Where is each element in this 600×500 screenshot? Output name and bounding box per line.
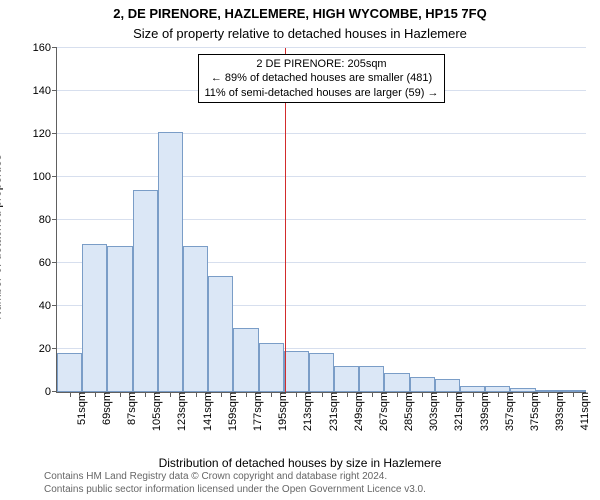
x-tick bbox=[196, 392, 197, 397]
x-tick-label: 411sqm bbox=[577, 392, 591, 430]
histogram-bar bbox=[57, 353, 82, 392]
x-axis-label: Distribution of detached houses by size … bbox=[0, 456, 600, 470]
histogram-bar bbox=[284, 351, 309, 392]
x-tick-label: 231sqm bbox=[326, 392, 340, 431]
x-tick bbox=[271, 392, 272, 397]
x-tick bbox=[120, 392, 121, 397]
x-tick-label: 213sqm bbox=[300, 392, 314, 431]
x-tick-label: 141sqm bbox=[200, 392, 214, 431]
x-tick bbox=[523, 392, 524, 397]
x-tick bbox=[573, 392, 574, 397]
x-tick-label: 159sqm bbox=[225, 392, 239, 431]
x-tick bbox=[296, 392, 297, 397]
x-tick bbox=[322, 392, 323, 397]
histogram-bar bbox=[435, 379, 460, 392]
callout-line2: ← 89% of detached houses are smaller (48… bbox=[205, 71, 439, 85]
histogram-bar bbox=[183, 246, 208, 392]
x-tick bbox=[95, 392, 96, 397]
footnote: Contains HM Land Registry data © Crown c… bbox=[44, 471, 426, 496]
y-tick-label: 0 bbox=[45, 386, 57, 398]
x-tick-label: 195sqm bbox=[275, 392, 289, 431]
x-tick bbox=[447, 392, 448, 397]
histogram-bar bbox=[82, 244, 107, 392]
histogram-bar bbox=[133, 190, 158, 392]
x-tick bbox=[246, 392, 247, 397]
y-tick-label: 20 bbox=[39, 343, 57, 355]
x-tick-label: 267sqm bbox=[376, 392, 390, 431]
x-tick bbox=[397, 392, 398, 397]
x-tick-label: 105sqm bbox=[149, 392, 163, 431]
x-tick-label: 69sqm bbox=[99, 392, 113, 425]
chart-subtitle: Size of property relative to detached ho… bbox=[0, 26, 600, 41]
x-tick-label: 357sqm bbox=[502, 392, 516, 431]
histogram-bar bbox=[309, 353, 334, 392]
x-tick bbox=[170, 392, 171, 397]
callout-line3: 11% of semi-detached houses are larger (… bbox=[205, 86, 439, 100]
histogram-bar bbox=[259, 343, 284, 392]
x-tick bbox=[145, 392, 146, 397]
x-tick-label: 249sqm bbox=[351, 392, 365, 431]
x-tick bbox=[221, 392, 222, 397]
callout-box: 2 DE PIRENORE: 205sqm ← 89% of detached … bbox=[198, 54, 446, 103]
x-tick bbox=[473, 392, 474, 397]
x-tick bbox=[498, 392, 499, 397]
y-axis-label-text: Number of detached properties bbox=[0, 154, 4, 319]
histogram-bar bbox=[208, 276, 233, 392]
gridline bbox=[57, 47, 586, 48]
x-tick-label: 375sqm bbox=[527, 392, 541, 431]
x-tick-label: 321sqm bbox=[451, 392, 465, 431]
histogram-bar bbox=[158, 132, 183, 392]
x-tick bbox=[70, 392, 71, 397]
footnote-line1: Contains HM Land Registry data © Crown c… bbox=[44, 471, 426, 484]
x-tick-label: 303sqm bbox=[426, 392, 440, 431]
chart-title: 2, DE PIRENORE, HAZLEMERE, HIGH WYCOMBE,… bbox=[0, 6, 600, 21]
gridline bbox=[57, 133, 586, 134]
y-tick-label: 40 bbox=[39, 300, 57, 312]
y-tick-label: 100 bbox=[33, 171, 57, 183]
histogram-bar bbox=[410, 377, 435, 392]
x-tick bbox=[548, 392, 549, 397]
x-tick-label: 87sqm bbox=[124, 392, 138, 425]
x-tick bbox=[372, 392, 373, 397]
x-axis-label-text: Distribution of detached houses by size … bbox=[159, 456, 442, 470]
callout-line1: 2 DE PIRENORE: 205sqm bbox=[205, 57, 439, 71]
subtitle-text: Size of property relative to detached ho… bbox=[133, 26, 467, 41]
histogram-bar bbox=[359, 366, 384, 392]
title-text: 2, DE PIRENORE, HAZLEMERE, HIGH WYCOMBE,… bbox=[113, 6, 486, 21]
x-tick-label: 123sqm bbox=[174, 392, 188, 431]
y-tick-label: 60 bbox=[39, 257, 57, 269]
histogram-bar bbox=[334, 366, 359, 392]
x-tick-label: 177sqm bbox=[250, 392, 264, 431]
histogram-bar bbox=[384, 373, 409, 392]
y-tick-label: 80 bbox=[39, 214, 57, 226]
histogram-bar bbox=[233, 328, 258, 393]
y-tick-label: 140 bbox=[33, 85, 57, 97]
y-tick-label: 160 bbox=[33, 42, 57, 54]
y-tick-label: 120 bbox=[33, 128, 57, 140]
x-tick-label: 393sqm bbox=[552, 392, 566, 431]
footnote-line2: Contains public sector information licen… bbox=[44, 484, 426, 497]
x-tick bbox=[347, 392, 348, 397]
x-tick-label: 51sqm bbox=[74, 392, 88, 425]
gridline bbox=[57, 176, 586, 177]
y-axis-label: Number of detached properties bbox=[4, 0, 20, 500]
plot-area: 02040608010012014016051sqm69sqm87sqm105s… bbox=[56, 48, 586, 393]
histogram-bar bbox=[107, 246, 132, 392]
x-tick bbox=[422, 392, 423, 397]
chart-container: 2, DE PIRENORE, HAZLEMERE, HIGH WYCOMBE,… bbox=[0, 0, 600, 500]
x-tick-label: 285sqm bbox=[401, 392, 415, 431]
x-tick-label: 339sqm bbox=[477, 392, 491, 431]
